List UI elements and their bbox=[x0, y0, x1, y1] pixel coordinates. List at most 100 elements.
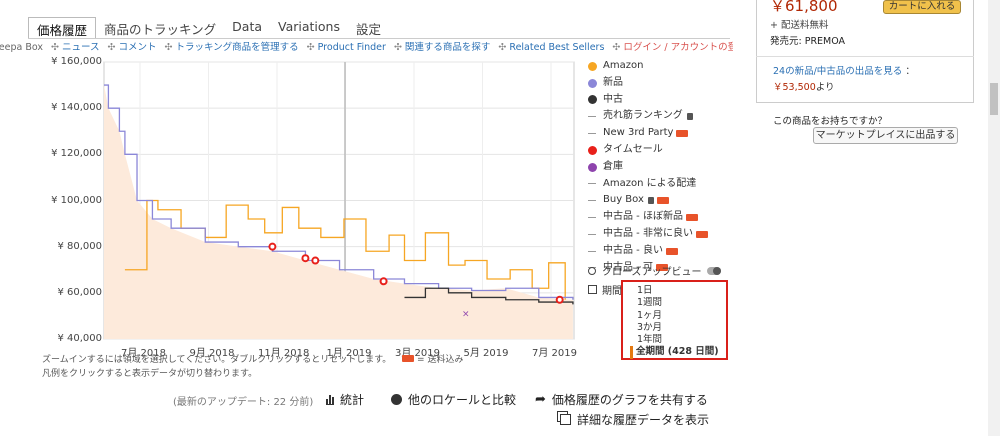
legend-label: タイムセール bbox=[603, 143, 663, 155]
buy-panel bbox=[756, 0, 974, 103]
zoom-hint: ズームインするには領域を選択してください。ダブルクリックするとリセットします。 bbox=[42, 355, 392, 365]
legend-item[interactable]: 売れ筋ランキング bbox=[588, 108, 708, 125]
detail-data-button[interactable]: 詳細な履歴データを表示 bbox=[560, 411, 709, 428]
closeup-toggle-row[interactable]: クローズアップビュー bbox=[588, 263, 721, 278]
toolbar-link[interactable]: Product Finder bbox=[317, 42, 386, 53]
tab-3[interactable]: Variations bbox=[278, 19, 340, 34]
tab-1[interactable]: 商品のトラッキング bbox=[104, 22, 217, 37]
toolbar-link[interactable]: コメント bbox=[118, 42, 157, 53]
toolbar-link[interactable]: ログイン / アカウントの登録 bbox=[623, 42, 733, 53]
copy-icon bbox=[560, 414, 571, 425]
toolbar-links: Keepa Box✣ニュース✣コメント✣トラッキング商品を管理する✣Produc… bbox=[0, 39, 733, 53]
legend-item[interactable]: Buy Box bbox=[588, 192, 708, 209]
truck-icon bbox=[655, 264, 668, 272]
share-graph-button[interactable]: ➦ 価格履歴のグラフを共有する bbox=[535, 391, 708, 408]
x-tick-label: 7月 2019 bbox=[532, 348, 577, 359]
range-option[interactable]: 1年間 bbox=[637, 334, 663, 346]
legend-swatch-icon bbox=[588, 61, 597, 71]
offers-box bbox=[756, 56, 974, 103]
sell-marketplace-button[interactable]: マーケットプレイスに出品する bbox=[813, 127, 958, 144]
legend-label: 売れ筋ランキング bbox=[603, 110, 683, 122]
legend-label: New 3rd Party bbox=[603, 127, 674, 139]
globe-icon bbox=[391, 394, 402, 405]
legend-item[interactable]: 中古品 - 非常に良い bbox=[588, 226, 708, 243]
legend-item[interactable]: タイムセール bbox=[588, 142, 708, 159]
legend-swatch-icon bbox=[588, 183, 596, 185]
legend-swatch-icon bbox=[588, 133, 596, 135]
scrollbar-thumb[interactable] bbox=[990, 83, 998, 115]
truck-icon bbox=[676, 130, 689, 138]
deal-marker bbox=[268, 242, 277, 251]
separator-icon: ✣ bbox=[306, 42, 315, 53]
tab-4[interactable]: 設定 bbox=[356, 22, 382, 37]
legend-item[interactable]: Amazon による配達 bbox=[588, 176, 708, 193]
separator-icon: ✣ bbox=[107, 42, 116, 53]
period-row: 期間 bbox=[588, 282, 622, 297]
toolbar-link[interactable]: Keepa Box bbox=[0, 42, 43, 53]
deal-marker bbox=[379, 277, 388, 286]
legend-item[interactable]: 新品 bbox=[588, 75, 708, 92]
x-tick-label: 1月 2019 bbox=[326, 348, 372, 359]
x-tick-label: 3月 2019 bbox=[395, 348, 440, 359]
range-option[interactable]: 1日 bbox=[637, 285, 653, 296]
legend-swatch-icon bbox=[588, 145, 597, 155]
deal-marker bbox=[301, 254, 310, 263]
tab-2[interactable]: Data bbox=[232, 19, 263, 34]
y-tick-label: ¥ 40,000 bbox=[57, 333, 102, 344]
legend-label: 中古 bbox=[603, 93, 623, 105]
legend-swatch-icon bbox=[588, 162, 597, 172]
compare-label: 他のロケールと比較 bbox=[408, 393, 517, 407]
range-option[interactable]: 1ヶ月 bbox=[637, 309, 663, 321]
legend-item[interactable]: 中古 bbox=[588, 92, 708, 109]
add-to-cart-button[interactable]: カートに入れる bbox=[883, 0, 961, 14]
toolbar-link[interactable]: ニュース bbox=[61, 42, 100, 53]
compare-locale-button[interactable]: 他のロケールと比較 bbox=[391, 391, 516, 408]
scrollbar[interactable] bbox=[988, 0, 1000, 436]
update-note: (最新のアップデート: 22 分前) bbox=[173, 397, 314, 408]
separator-icon: ✣ bbox=[164, 42, 173, 53]
legend-swatch-icon bbox=[588, 217, 596, 219]
y-tick-label: ¥ 60,000 bbox=[57, 286, 102, 298]
legend-item[interactable]: New 3rd Party bbox=[588, 125, 708, 142]
toggle-icon[interactable] bbox=[706, 266, 721, 275]
range-option[interactable]: 3か月 bbox=[637, 321, 663, 333]
y-tick-label: ¥ 120,000 bbox=[51, 148, 102, 160]
new-price-area bbox=[104, 85, 573, 339]
legend-item[interactable]: 中古品 - ほぼ新品 bbox=[588, 209, 708, 226]
legend-item[interactable]: Amazon bbox=[588, 58, 708, 75]
range-option-selected[interactable]: 全期間 (428 日間) bbox=[630, 346, 726, 359]
legend-item[interactable]: 中古品 - 良い bbox=[588, 243, 708, 260]
shipping-note: = 送料込み bbox=[417, 355, 464, 365]
offers-row: 24の新品/中古品の出品を見る ： bbox=[773, 63, 915, 77]
legend-label: 中古品 - 非常に良い bbox=[603, 227, 693, 239]
toolbar-link-item: Keepa Box bbox=[0, 42, 47, 53]
price-history-chart[interactable]: × bbox=[0, 0, 740, 436]
free-shipping: + 配送料無料 bbox=[770, 20, 829, 31]
legend-swatch-icon bbox=[588, 95, 597, 105]
legend-label: 中古品 - 良い bbox=[603, 244, 663, 256]
deal-marker bbox=[555, 295, 564, 304]
x-tick-label: 11月 2018 bbox=[258, 348, 310, 359]
period-label: 期間 bbox=[602, 286, 622, 297]
separator-icon: ✣ bbox=[393, 42, 402, 53]
toolbar-link-item: ✣ ニュース bbox=[51, 42, 104, 53]
toolbar-link[interactable]: トラッキング商品を管理する bbox=[175, 42, 299, 53]
own-question: この商品をお持ちですか？ bbox=[773, 116, 888, 127]
truck-icon bbox=[665, 247, 678, 255]
legend-label: Amazon による配達 bbox=[603, 177, 697, 189]
series-line-1 bbox=[104, 84, 574, 300]
toolbar-link-item: ✣ Related Best Sellers bbox=[498, 42, 608, 53]
legend-swatch-icon bbox=[588, 233, 596, 235]
tab-bar: 価格履歴 商品のトラッキング Data Variations 設定 bbox=[28, 17, 389, 39]
offers-link[interactable]: 24の新品/中古品の出品を見る bbox=[773, 66, 903, 77]
legend-label: 倉庫 bbox=[603, 160, 623, 172]
toolbar-link[interactable]: 関連する商品を探す bbox=[404, 42, 491, 53]
truck-icon bbox=[685, 214, 698, 222]
legend-item[interactable]: 倉庫 bbox=[588, 159, 708, 176]
truck-icon bbox=[695, 230, 708, 238]
range-option[interactable]: 1週間 bbox=[637, 297, 663, 309]
toolbar-link[interactable]: Related Best Sellers bbox=[509, 42, 605, 53]
product-price: ￥61,800 bbox=[770, 0, 838, 15]
chart-legend: Amazon 新品 中古売れ筋ランキング New 3rd Party タイムセール 倉庫 A… bbox=[588, 58, 708, 276]
stats-button[interactable]: 統計 bbox=[326, 391, 364, 408]
